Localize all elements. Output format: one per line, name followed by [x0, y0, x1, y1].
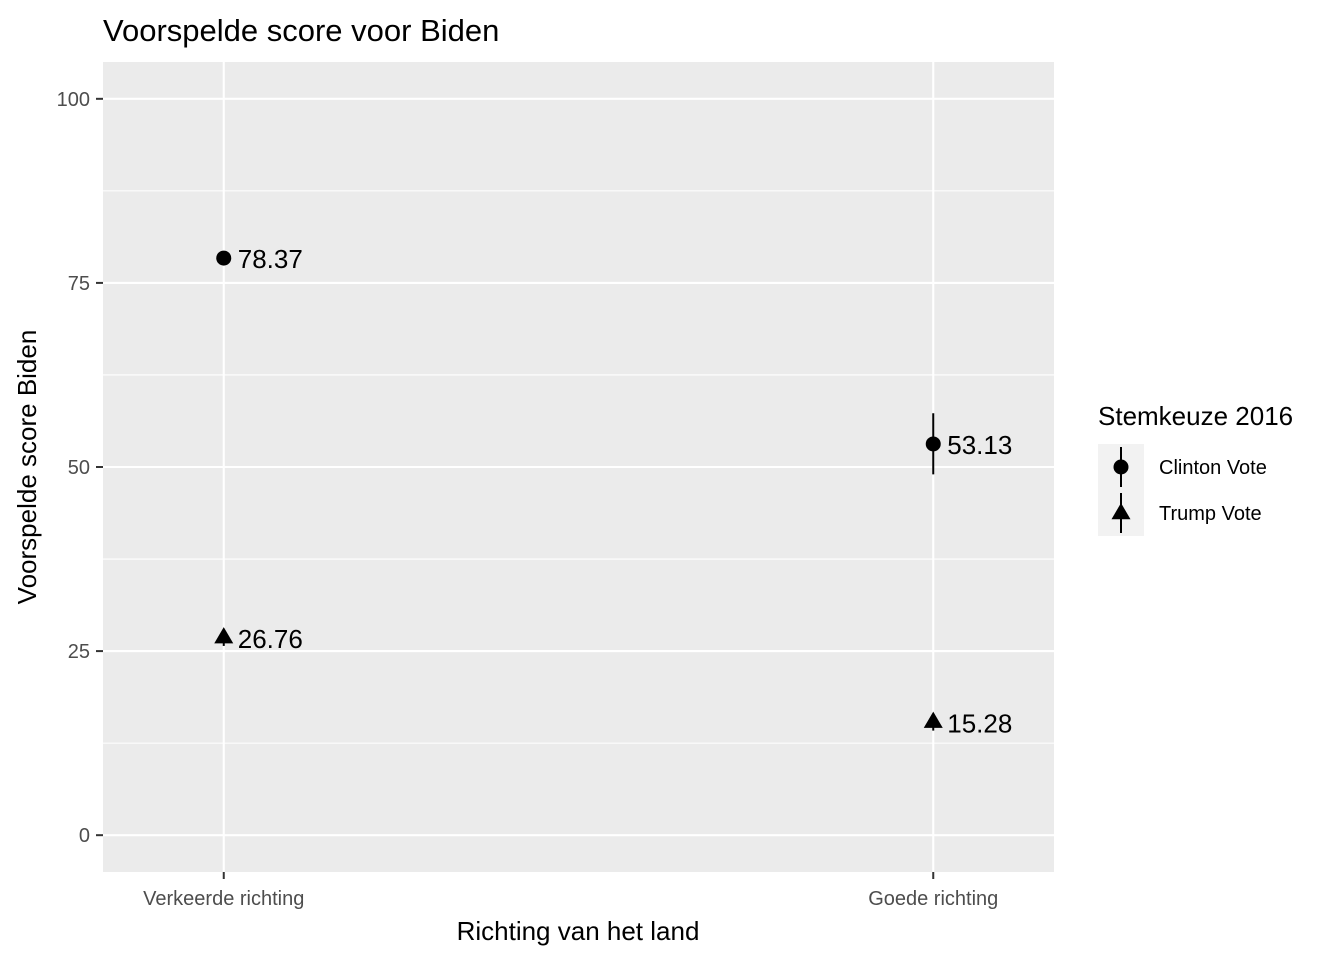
y-tick-label: 50: [68, 457, 90, 479]
data-label: 78.37: [238, 244, 303, 274]
data-label: 26.76: [238, 624, 303, 654]
legend-label: Trump Vote: [1159, 503, 1262, 525]
y-axis-title: Voorspelde score Biden: [12, 330, 42, 605]
x-tick-label: Verkeerde richting: [143, 888, 304, 910]
chart-title: Voorspelde score voor Biden: [103, 13, 499, 48]
legend-items: Clinton Vote Trump Vote: [1098, 444, 1267, 536]
legend-key-triangle: [1111, 503, 1131, 520]
y-tick-label: 75: [68, 273, 90, 295]
axis-layer: 0 25 50 75 100 Verkeerde richting Goede richti…: [57, 89, 999, 910]
legend: Stemkeuze 2016 Clinton Vote Trump Vote: [1098, 401, 1293, 536]
legend-label: Clinton Vote: [1159, 457, 1267, 479]
legend-key-circle: [1113, 459, 1129, 475]
data-point-circle: [216, 250, 232, 266]
data-point-triangle: [214, 627, 234, 644]
mark-layer: 78.37 53.13 26.76 15.28: [214, 244, 1012, 739]
x-tick-label: Goede richting: [868, 888, 998, 910]
data-label: 15.28: [947, 709, 1012, 739]
data-point-triangle: [923, 711, 943, 728]
y-tick-label: 100: [57, 89, 90, 111]
y-tick-label: 25: [68, 641, 90, 663]
data-point-circle: [925, 436, 941, 452]
y-tick-label: 0: [79, 825, 90, 847]
x-axis-title: Richting van het land: [457, 916, 700, 946]
legend-title: Stemkeuze 2016: [1098, 401, 1293, 431]
data-label: 53.13: [947, 430, 1012, 460]
